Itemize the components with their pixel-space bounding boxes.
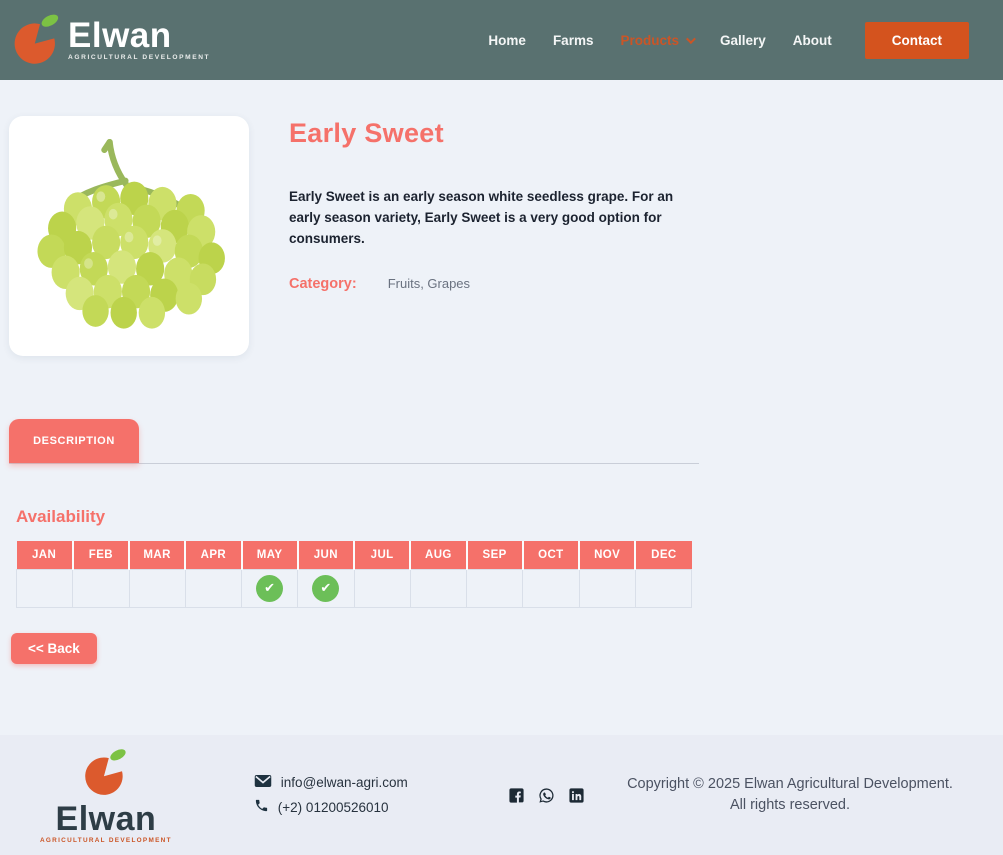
month-header-jan: JAN [16,541,73,569]
availability-cell-feb [72,568,130,608]
month-header-apr: APR [184,541,242,569]
nav-link-products-label: Products [620,32,679,48]
category-value: Fruits, Grapes [387,276,471,291]
availability-table: JAN FEB MAR APR MAY JUN JUL AUG SEP OCT NOV DEC ✔ ✔ [15,541,693,608]
chevron-down-icon [685,33,696,44]
apple-logo-icon [81,745,131,801]
footer-phone-text: (+2) 01200526010 [277,799,389,815]
month-header-oct: OCT [521,541,579,569]
site-footer: Elwan AGRICULTURAL DEVELOPMENT info@elwa… [0,735,1003,855]
nav-link-home[interactable]: Home [488,32,526,48]
product-description: Early Sweet is an early season white see… [289,189,674,246]
footer-email-text: info@elwan-agri.com [280,775,408,790]
availability-cell-jul [353,568,411,608]
category-row: Category: Fruits, Grapes [289,276,691,292]
footer-phone[interactable]: (+2) 01200526010 [254,798,408,816]
green-grapes-image [23,135,235,338]
months-header-row: JAN FEB MAR APR MAY JUN JUL AUG SEP OCT NOV DEC [16,541,692,569]
month-header-feb: FEB [71,541,129,569]
availability-cell-jun: ✔ [297,568,355,608]
logo-name: Elwan [68,16,172,56]
available-check-icon: ✔ [312,574,340,602]
availability-cell-apr [184,568,243,608]
back-button[interactable]: << Back [11,632,97,664]
tabs-bar: DESCRIPTION [9,419,699,464]
month-header-dec: DEC [634,541,692,569]
availability-cell-dec [634,568,693,608]
apple-logo-icon [10,10,64,71]
month-header-may: MAY [240,541,298,569]
availability-row: ✔ ✔ [15,568,693,608]
availability-cell-aug [409,568,468,608]
month-header-sep: SEP [465,541,523,569]
availability-cell-mar [128,568,186,608]
logo-tagline: AGRICULTURAL DEVELOPMENT [68,54,211,62]
availability-cell-sep [465,568,524,608]
footer-email[interactable]: info@elwan-agri.com [254,774,408,791]
month-header-nov: NOV [577,541,636,569]
category-label: Category: [289,276,357,292]
main-nav: Home Farms Products Gallery About Contac… [488,21,969,59]
month-header-jul: JUL [352,541,411,569]
footer-logo-name: Elwan [55,800,157,839]
footer-social [508,787,585,804]
availability-cell-oct [522,568,580,608]
product-page: Early Sweet Early Sweet is an early seas… [0,80,1003,735]
product-summary-section: Early Sweet Early Sweet is an early seas… [9,116,1003,356]
month-header-mar: MAR [127,541,186,569]
product-title: Early Sweet [289,118,444,148]
available-check-icon: ✔ [256,574,284,602]
footer-contact: info@elwan-agri.com (+2) 01200526010 [254,774,408,816]
site-header: Elwan AGRICULTURAL DEVELOPMENT Home Farm… [0,0,1003,80]
phone-icon [254,798,269,816]
logo-text: Elwan AGRICULTURAL DEVELOPMENT [68,18,210,62]
availability-cell-nov [578,568,636,608]
availability-cell-jan [15,568,74,608]
availability-cell-may: ✔ [240,568,299,608]
envelope-icon [254,774,272,791]
footer-logo-tagline: AGRICULTURAL DEVELOPMENT [40,837,172,845]
description-panel: Availability JAN FEB MAR APR MAY JUN JUL AUG SEP… [9,507,1003,664]
nav-link-products[interactable]: Products [620,32,696,48]
whatsapp-icon[interactable] [538,787,555,804]
nav-link-farms[interactable]: Farms [552,32,594,48]
site-logo[interactable]: Elwan AGRICULTURAL DEVELOPMENT [10,10,210,71]
product-image-card [9,116,249,356]
product-info: Early Sweet Early Sweet is an early seas… [289,116,691,292]
facebook-icon[interactable] [508,787,525,804]
month-header-jun: JUN [296,541,354,569]
tab-description[interactable]: DESCRIPTION [9,419,139,463]
contact-button[interactable]: Contact [864,21,969,59]
nav-link-about[interactable]: About [792,32,832,48]
availability-heading: Availability [16,507,106,526]
linkedin-icon[interactable] [568,787,585,804]
month-header-aug: AUG [409,541,467,569]
copyright-text: Copyright © 2025 Elwan Agricultural Deve… [627,775,953,813]
footer-logo[interactable]: Elwan AGRICULTURAL DEVELOPMENT [40,745,172,844]
nav-link-gallery[interactable]: Gallery [719,32,766,48]
